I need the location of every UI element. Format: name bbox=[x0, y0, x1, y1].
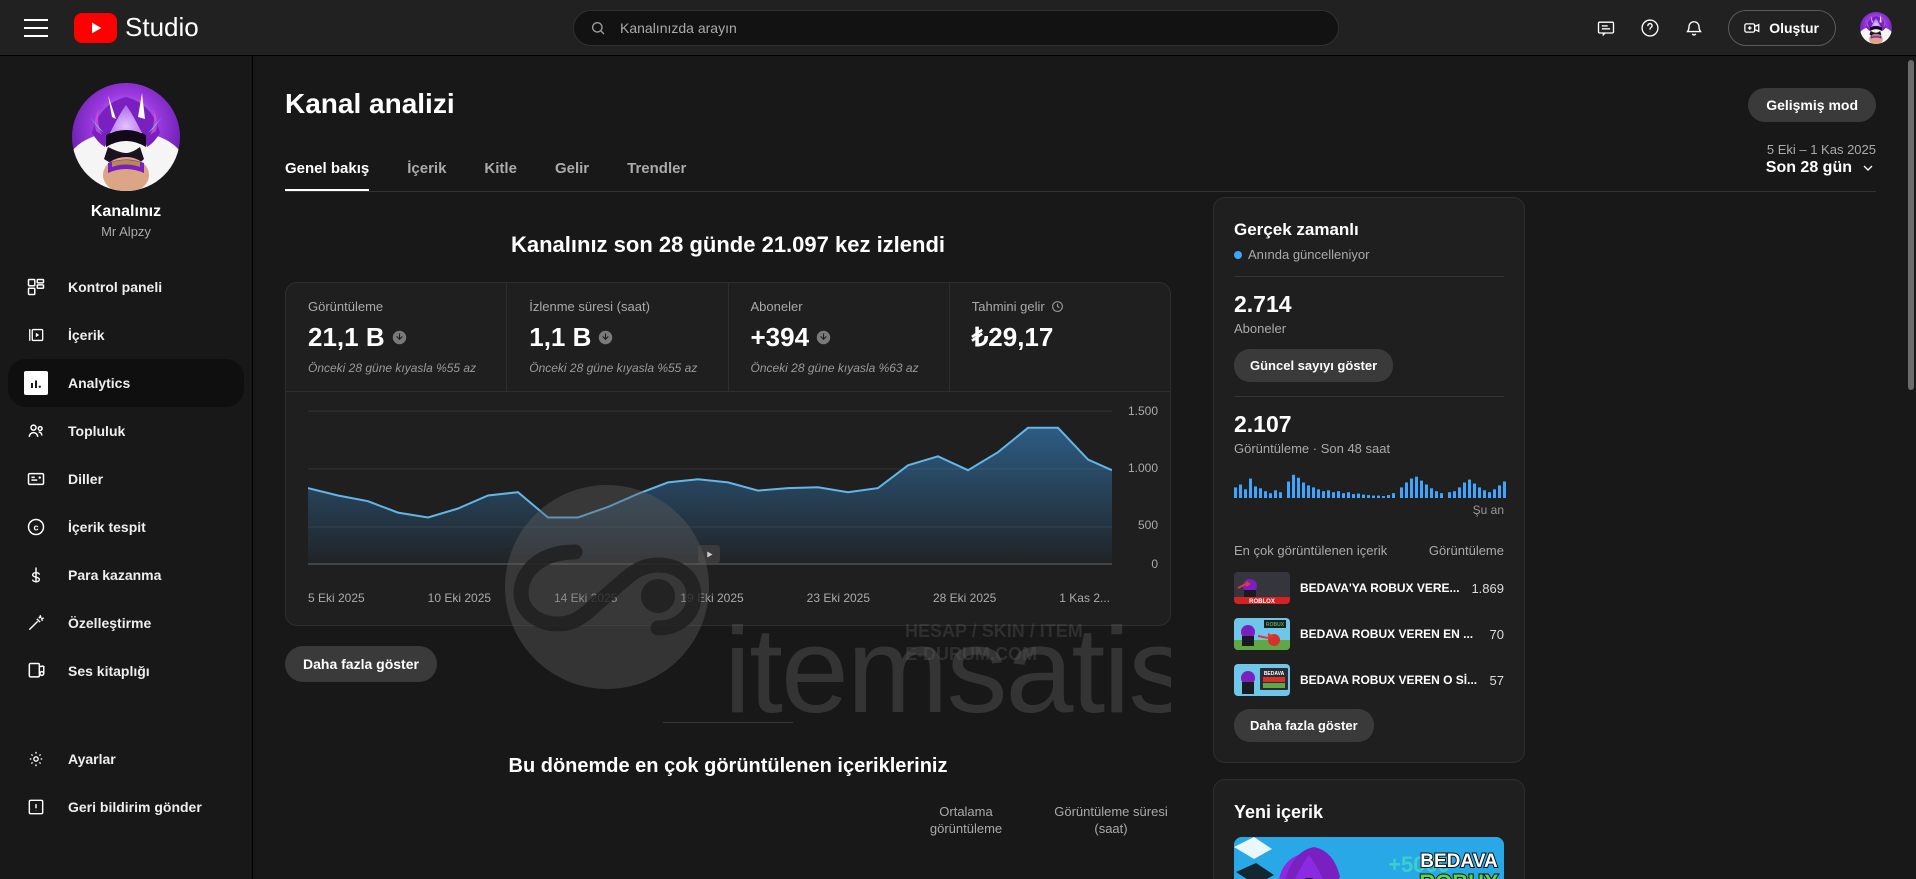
svg-text:c: c bbox=[33, 522, 38, 532]
svg-text:ROBLOX: ROBLOX bbox=[1249, 599, 1275, 604]
svg-text:ROBUX: ROBUX bbox=[1266, 622, 1285, 628]
svg-text:ROBUX: ROBUX bbox=[1419, 870, 1499, 879]
svg-text:BEDAVA: BEDAVA bbox=[1264, 671, 1285, 677]
svg-text:BEDAVA: BEDAVA bbox=[1420, 851, 1498, 872]
